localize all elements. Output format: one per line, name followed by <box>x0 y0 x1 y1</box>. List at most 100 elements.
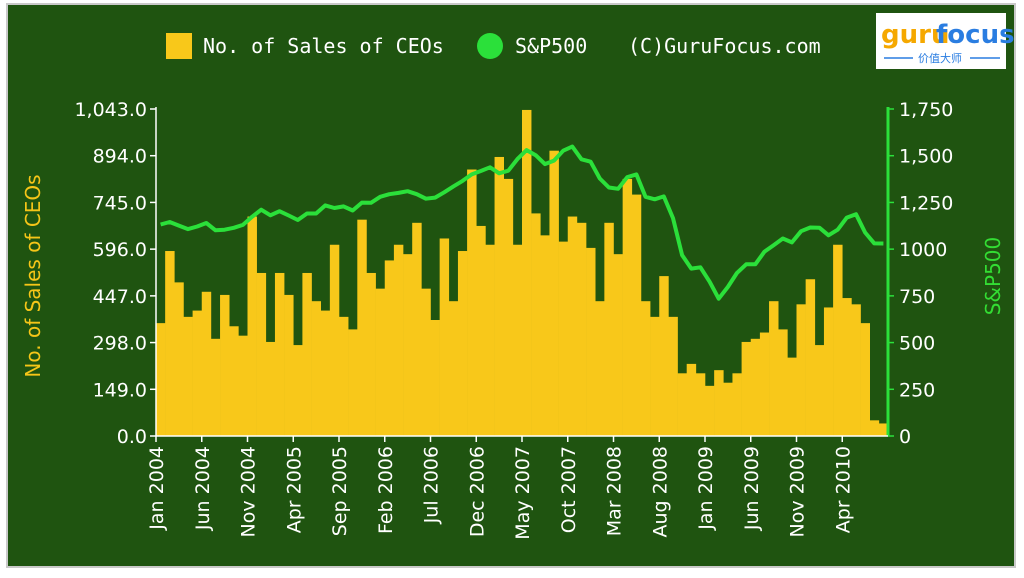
bar <box>576 222 587 436</box>
x-tick-label: Apr 2010 <box>832 446 854 533</box>
sp500-line <box>160 144 884 301</box>
bar <box>366 272 376 436</box>
bar <box>677 373 687 436</box>
bar <box>448 301 459 436</box>
x-tick-label: Oct 2007 <box>558 446 580 533</box>
bar <box>174 282 184 436</box>
bar <box>796 304 806 436</box>
bar <box>723 382 733 436</box>
bar <box>357 219 367 436</box>
x-tick-label: Nov 2004 <box>238 446 260 537</box>
bar <box>695 373 706 436</box>
bar <box>540 235 550 436</box>
logo-text-guru: guru <box>881 20 949 50</box>
bar <box>384 260 395 436</box>
bar <box>439 238 450 436</box>
bar <box>860 323 870 436</box>
bar <box>183 316 193 436</box>
x-tick-label: Jan 2004 <box>146 446 168 531</box>
chart-frame: No. of Sales of CEOs S&P500 (C)GuruFocus… <box>6 3 1016 568</box>
bar <box>265 341 276 436</box>
bar <box>549 150 559 436</box>
bar <box>631 194 642 436</box>
bar <box>201 291 212 436</box>
y-left-tick-label: 298.0 <box>93 333 147 355</box>
legend-line-swatch <box>477 33 503 59</box>
x-tick-label: Jun 2009 <box>741 446 763 531</box>
bar <box>302 272 312 436</box>
bar <box>467 169 477 436</box>
bar <box>650 316 660 436</box>
bar <box>823 307 834 436</box>
bar <box>512 244 523 436</box>
y-right-tick-label: 500 <box>899 333 935 355</box>
bar <box>430 320 440 436</box>
bar <box>238 335 248 436</box>
bar <box>165 251 175 436</box>
legend-bar-swatch <box>166 33 192 59</box>
bar <box>759 332 770 436</box>
bar <box>320 310 331 436</box>
bar <box>220 294 230 436</box>
logo-subtitle: 价值大师 <box>918 51 962 65</box>
logo-background <box>876 13 1006 69</box>
y-right-tick-label: 1,750 <box>899 99 953 121</box>
y-right-tick-label: 1,250 <box>899 192 953 214</box>
bar <box>586 247 596 436</box>
bar <box>494 156 504 436</box>
bar <box>833 244 843 436</box>
bar <box>274 272 285 436</box>
bar <box>329 244 340 436</box>
y-left-tick-label: 0.0 <box>117 426 147 448</box>
x-tick-label: Jul 2006 <box>421 446 443 524</box>
bar <box>705 385 715 436</box>
y-right-tick-label: 1,500 <box>899 146 953 168</box>
gurufocus-logo: guru focus 价值大师 <box>876 13 1015 69</box>
bar <box>604 222 614 436</box>
bar <box>851 304 861 436</box>
bar <box>732 373 742 436</box>
y-left-tick-label: 447.0 <box>93 286 147 308</box>
x-tick-label: Jun 2004 <box>192 446 214 531</box>
bar <box>476 225 486 436</box>
bar <box>503 178 514 436</box>
bar <box>668 316 678 436</box>
bar <box>769 301 779 436</box>
x-tick-label: May 2007 <box>512 446 534 540</box>
bar <box>522 109 532 436</box>
line-series <box>160 144 884 301</box>
bar <box>842 298 852 436</box>
bar <box>485 244 495 436</box>
y-left-tick-label: 149.0 <box>93 379 147 401</box>
y-right-tick-label: 1000 <box>899 239 947 261</box>
y-left-tick-label: 745.0 <box>93 192 147 214</box>
bar <box>659 276 669 436</box>
bar <box>567 216 578 436</box>
bar <box>247 216 257 436</box>
bar <box>421 288 431 436</box>
y-left-tick-label: 1,043.0 <box>74 99 147 121</box>
x-tick-label: Sep 2005 <box>329 446 351 536</box>
x-tick-label: Nov 2009 <box>787 446 809 537</box>
y-axis-left-title: No. of Sales of CEOs <box>21 174 45 377</box>
bar <box>595 301 605 436</box>
legend-bar-label: No. of Sales of CEOs <box>203 34 444 58</box>
bar <box>311 301 321 436</box>
bar <box>348 329 358 436</box>
bar <box>229 326 239 436</box>
bar <box>412 222 422 436</box>
bar <box>210 338 221 436</box>
logo-text-focus: focus <box>936 20 1015 50</box>
bar <box>805 279 816 436</box>
bar <box>878 423 889 436</box>
legend-line-label: S&P500 <box>515 34 587 58</box>
bar <box>558 241 569 436</box>
bar <box>869 420 880 436</box>
x-tick-label: Apr 2005 <box>283 446 305 533</box>
bar <box>156 323 166 436</box>
bar <box>787 357 797 436</box>
y-left-tick-label: 596.0 <box>93 239 147 261</box>
legend: No. of Sales of CEOs S&P500 (C)GuruFocus… <box>166 33 821 59</box>
bar-series <box>156 109 889 436</box>
y-right-tick-label: 250 <box>899 379 935 401</box>
